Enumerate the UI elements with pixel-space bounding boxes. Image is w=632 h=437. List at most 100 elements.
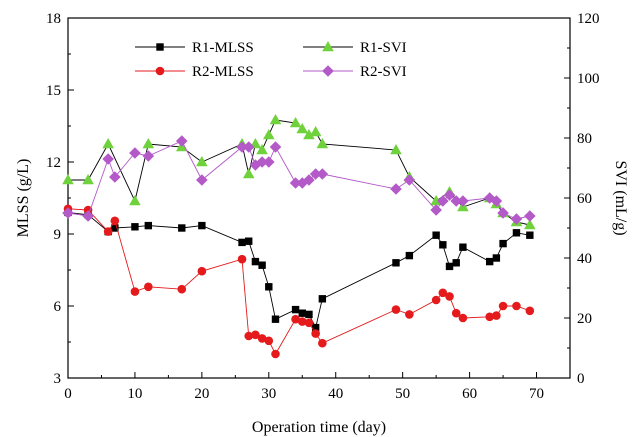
data-point-r1-svi <box>289 117 302 128</box>
x-tick-label: 60 <box>462 386 477 402</box>
y-left-tick-label: 9 <box>54 227 62 243</box>
data-point-r1-svi <box>390 144 402 155</box>
data-point-r1-mlss <box>298 309 306 317</box>
data-point-r1-mlss <box>245 237 253 245</box>
data-point-r2-svi <box>296 177 309 189</box>
x-tick-label: 50 <box>395 386 410 402</box>
data-point-r2-mlss <box>458 313 468 323</box>
data-point-r1-svi <box>263 129 275 140</box>
legend-label: R2-MLSS <box>192 64 254 80</box>
data-point-r2-mlss <box>431 295 441 305</box>
data-point-r2-mlss <box>251 330 260 340</box>
data-point-r1-svi <box>129 195 141 206</box>
data-point-r2-mlss <box>103 227 113 236</box>
data-point-r1-mlss <box>238 238 246 247</box>
data-point-r1-mlss <box>131 223 139 231</box>
data-point-r2-mlss <box>197 266 207 276</box>
data-point-r2-svi <box>437 195 449 207</box>
y-right-tick-label: 20 <box>577 311 592 327</box>
data-point-r2-mlss <box>271 349 280 359</box>
data-point-r2-svi <box>256 156 268 168</box>
data-point-r2-mlss <box>177 284 187 294</box>
data-point-r2-svi <box>390 183 402 195</box>
data-point-r2-svi <box>403 174 416 186</box>
data-point-r1-mlss <box>492 254 501 262</box>
data-point-r1-mlss <box>178 224 186 232</box>
data-point-r2-svi <box>175 135 188 147</box>
data-point-r2-mlss <box>304 318 314 328</box>
data-point-r1-svi <box>242 168 255 179</box>
x-axis-title: Operation time (day) <box>252 419 386 436</box>
y-left-tick-label: 3 <box>54 371 62 387</box>
data-point-r1-mlss <box>291 305 300 314</box>
data-point-r1-mlss <box>512 229 521 237</box>
data-point-r1-svi <box>82 174 94 185</box>
y-left-tick-label: 15 <box>46 83 61 99</box>
data-point-r2-svi <box>309 168 322 180</box>
data-point-r1-svi <box>256 144 268 155</box>
data-point-r2-svi <box>457 195 469 207</box>
legend-label: R1-SVI <box>360 40 407 56</box>
data-point-r2-mlss <box>83 205 93 215</box>
data-point-r1-mlss <box>526 231 534 239</box>
legend-label: R1-MLSS <box>192 40 254 56</box>
data-point-r1-mlss <box>111 224 119 232</box>
data-point-r2-svi <box>269 141 282 153</box>
data-point-r2-svi <box>102 153 114 165</box>
data-point-r1-mlss <box>265 283 273 291</box>
y-left-tick-label: 6 <box>54 299 62 315</box>
data-point-r2-svi <box>82 210 94 222</box>
y-right-tick-label: 100 <box>577 71 600 87</box>
series-layer <box>62 114 536 359</box>
x-tick-label: 0 <box>64 386 72 402</box>
data-point-r2-mlss <box>130 287 140 296</box>
data-point-r2-mlss <box>291 314 300 324</box>
y-left-tick-label: 18 <box>46 11 61 27</box>
data-point-r2-svi <box>316 168 329 180</box>
data-point-r1-svi <box>102 138 114 149</box>
legend-entry-r1-mlss: R1-MLSS <box>135 40 254 56</box>
data-point-r2-mlss <box>257 334 267 343</box>
series-r1-svi <box>62 114 536 230</box>
data-point-r2-mlss <box>445 292 454 301</box>
data-point-r1-mlss <box>452 259 460 267</box>
legend: R1-MLSS R2-MLSS R1-SVI R2-SVI <box>135 40 407 80</box>
data-point-r2-svi <box>303 174 315 186</box>
data-point-r2-svi <box>497 207 509 219</box>
data-point-r2-mlss <box>512 301 521 311</box>
y-right-tick-label: 120 <box>577 11 600 27</box>
data-point-r2-mlss <box>525 306 535 316</box>
data-point-r1-mlss <box>305 310 313 319</box>
data-point-r2-svi <box>62 207 74 219</box>
data-point-r1-svi <box>62 174 74 185</box>
data-point-r2-mlss <box>264 336 274 346</box>
legend-marker <box>156 43 164 51</box>
data-point-r1-mlss <box>432 231 440 239</box>
data-point-r2-svi <box>490 195 503 207</box>
series-r2-mlss <box>63 204 535 359</box>
data-point-r1-mlss <box>499 239 507 248</box>
data-point-r2-mlss <box>492 311 501 320</box>
legend-marker <box>155 66 165 76</box>
data-point-r2-mlss <box>297 317 307 326</box>
y-right-tick-label: 80 <box>577 131 592 147</box>
data-point-r2-svi <box>430 204 442 216</box>
data-point-r1-mlss <box>271 315 280 323</box>
x-tick-label: 30 <box>261 386 276 402</box>
data-point-r1-svi <box>196 156 208 167</box>
data-point-r2-svi <box>109 171 121 183</box>
series-r1-mlss <box>64 208 534 332</box>
legend-entry-r1-svi: R1-SVI <box>303 40 407 56</box>
axes: 0 10 20 30 40 50 60 70 3 6 9 12 15 18 0 20 40 60 80 100 120 <box>46 11 600 402</box>
legend-entry-r2-mlss: R2-MLSS <box>135 64 254 80</box>
series-line-r2-mlss <box>67 208 530 355</box>
data-point-r1-mlss <box>258 261 266 269</box>
data-point-r1-svi <box>309 126 322 137</box>
series-r2-svi <box>62 135 536 225</box>
y-right-tick-label: 60 <box>577 191 592 207</box>
legend-marker <box>322 41 334 52</box>
y-left-tick-label: 12 <box>46 155 61 171</box>
x-tick-label: 10 <box>127 386 142 402</box>
data-point-r2-svi <box>443 189 456 201</box>
data-point-r2-mlss <box>498 301 508 311</box>
